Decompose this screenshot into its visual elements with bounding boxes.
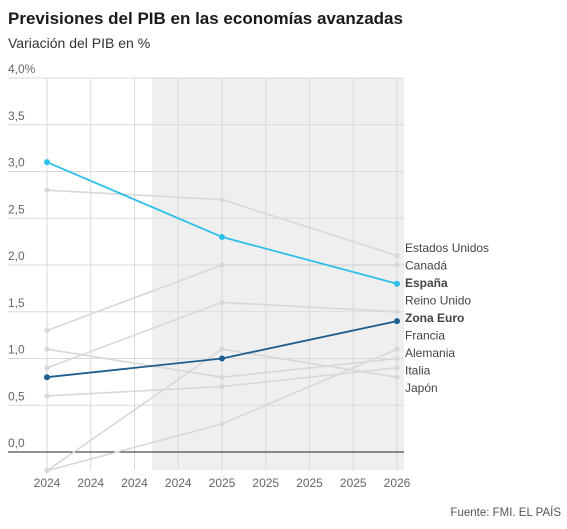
series-label-zona-euro: Zona Euro <box>405 311 464 325</box>
data-point-zona-euro <box>394 318 400 325</box>
x-tick-label: 2024 <box>165 476 192 490</box>
gridlines <box>8 77 404 470</box>
data-point-italia <box>219 383 225 390</box>
data-point-reino-unido <box>44 365 50 371</box>
data-point-zona-euro <box>219 355 225 362</box>
data-point-alemania <box>219 421 225 427</box>
data-point-zona-euro <box>44 374 50 381</box>
y-tick-label: 0,5 <box>8 389 25 403</box>
data-point-japon <box>394 374 400 380</box>
chart-subtitle: Variación del PIB en % <box>8 35 151 51</box>
series-label-reino-unido: Reino Unido <box>405 294 471 308</box>
series-label-francia: Francia <box>405 329 445 343</box>
x-tick-label: 2026 <box>384 476 411 490</box>
data-point-italia <box>394 365 400 371</box>
series-labels: Estados Unidos Canadá España Reino Unido Zon… <box>405 241 489 395</box>
y-tick-label: 4,0% <box>8 62 36 76</box>
data-point-reino-unido <box>394 309 400 315</box>
data-point-canada <box>219 262 225 268</box>
forecast-shaded-region <box>152 78 404 470</box>
x-tick-label: 2025 <box>296 476 323 490</box>
other-series-lines <box>44 187 400 474</box>
data-point-espana <box>219 233 225 240</box>
data-point-estados-unidos <box>219 196 225 203</box>
highlighted-series-lines <box>44 159 400 381</box>
y-tick-label: 3,0 <box>8 156 25 170</box>
data-point-reino-unido <box>219 299 225 305</box>
y-tick-label: 3,5 <box>8 109 25 123</box>
x-tick-label: 2024 <box>77 476 104 490</box>
y-tick-label: 2,5 <box>8 202 25 216</box>
x-tick-label: 2025 <box>340 476 367 490</box>
x-tick-label: 2025 <box>252 476 279 490</box>
series-label-italia: Italia <box>405 364 431 378</box>
y-tick-label: 1,0 <box>8 343 25 357</box>
x-tick-label: 2025 <box>209 476 236 490</box>
data-point-italia <box>44 393 50 399</box>
data-point-alemania <box>394 346 400 352</box>
source-note: Fuente: FMI. EL PAÍS <box>450 507 561 519</box>
data-point-francia <box>394 355 400 362</box>
y-tick-label: 2,0 <box>8 249 25 263</box>
series-label-canada: Canadá <box>405 259 447 273</box>
series-label-japon: Japón <box>405 381 438 395</box>
series-label-espana: España <box>405 276 448 290</box>
chart-title: Previsiones del PIB en las economías ava… <box>8 9 403 28</box>
data-point-estados-unidos <box>44 187 50 193</box>
x-tick-label: 2024 <box>34 476 61 490</box>
x-tick-label: 2024 <box>121 476 148 490</box>
data-point-francia <box>44 346 50 352</box>
data-point-canada <box>394 262 400 268</box>
forecast-shade-rect <box>152 78 404 470</box>
data-point-japon <box>219 346 225 352</box>
data-point-espana <box>394 280 400 287</box>
data-point-japon <box>44 468 50 474</box>
y-tick-label: 1,5 <box>8 296 25 310</box>
series-label-estados-unidos: Estados Unidos <box>405 241 489 255</box>
data-point-canada <box>44 327 50 334</box>
data-point-espana <box>44 159 50 166</box>
data-point-francia <box>219 374 225 380</box>
series-label-alemania: Alemania <box>405 346 455 360</box>
data-point-estados-unidos <box>394 253 400 259</box>
y-tick-label: 0,0 <box>8 436 25 450</box>
